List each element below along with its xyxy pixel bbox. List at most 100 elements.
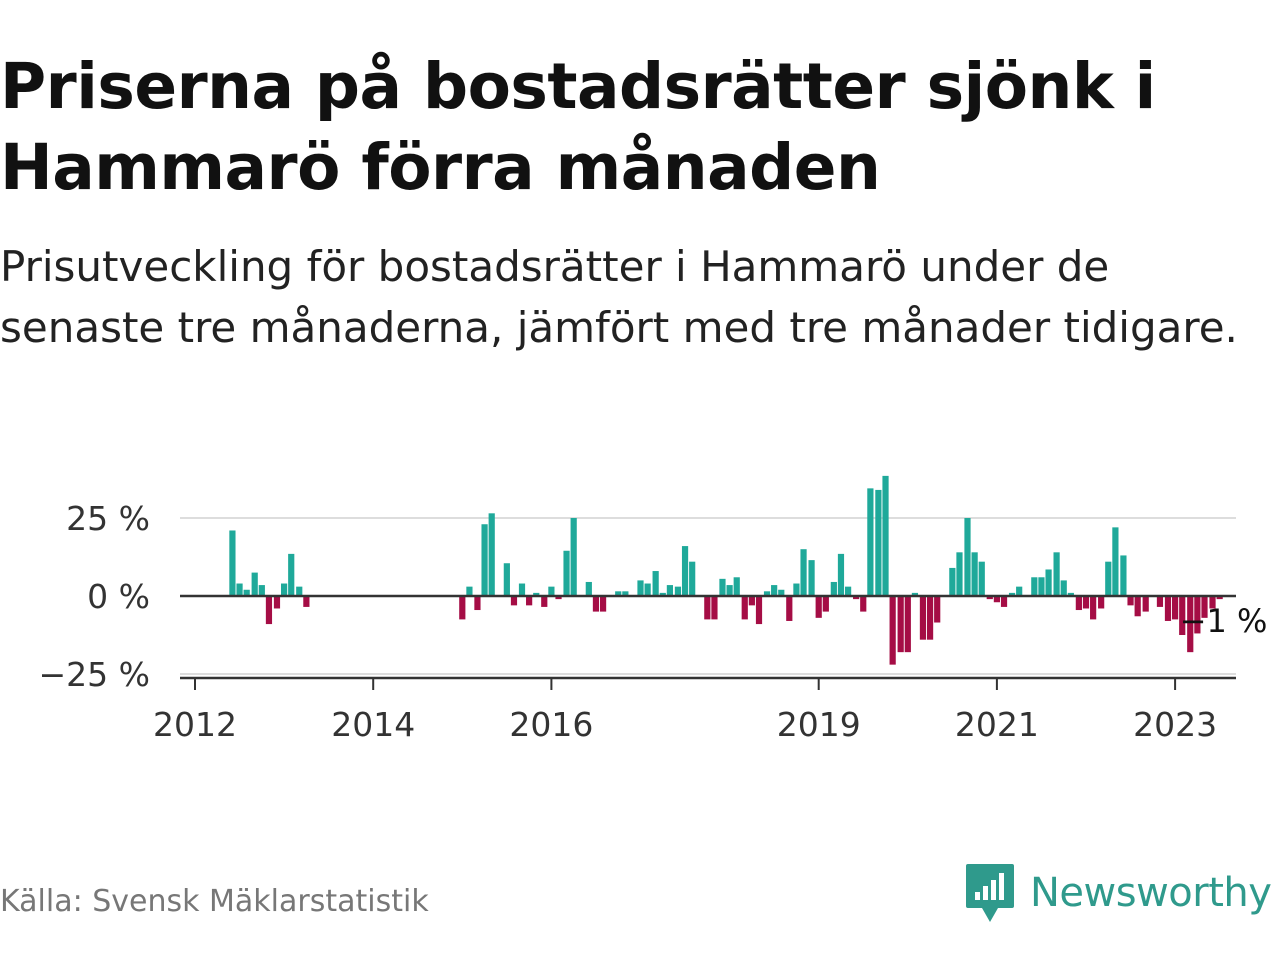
bar (1067, 592, 1074, 596)
bar (637, 580, 644, 596)
bar (704, 596, 711, 620)
bar (518, 583, 526, 596)
bar (229, 530, 236, 596)
bar (555, 596, 562, 600)
bar (296, 586, 303, 596)
bar (733, 577, 740, 596)
bar (288, 553, 295, 596)
y-tick-label: 25 % (66, 499, 150, 538)
bar (904, 596, 911, 653)
x-tick-label: 2021 (955, 705, 1039, 744)
chart-title: Priserna på bostadsrätter sjönk i Hammar… (0, 50, 1156, 204)
bar (763, 591, 771, 596)
bar (533, 592, 540, 596)
bar (652, 571, 659, 596)
bar (674, 586, 682, 596)
bar (741, 596, 748, 620)
bar (659, 592, 666, 596)
bar-chart: 25 % 0 % −25 %2012 2014 2016 2019 2021 2023 −1 % (39, 475, 1268, 744)
x-tick-label: 2014 (331, 705, 415, 744)
bar (1053, 552, 1060, 596)
bar (800, 549, 807, 596)
bar (808, 560, 815, 596)
bar (778, 589, 785, 596)
bar (541, 596, 548, 607)
bar (1209, 596, 1216, 609)
bar (956, 552, 963, 596)
bar (993, 596, 1000, 603)
bar (563, 550, 570, 596)
bar (1216, 596, 1223, 600)
bar (726, 585, 733, 596)
bar (845, 586, 852, 596)
bar (265, 596, 273, 625)
bar (258, 585, 265, 596)
bar (748, 596, 755, 606)
bar (622, 591, 629, 596)
end-value-label: −1 % (1180, 602, 1268, 640)
bar (592, 596, 600, 612)
bar (853, 596, 860, 600)
bar (986, 596, 993, 600)
bar (1156, 596, 1164, 607)
bar (755, 596, 763, 625)
x-tick-label: 2023 (1133, 705, 1217, 744)
bar (719, 578, 726, 596)
bar (548, 586, 555, 596)
bar (860, 596, 867, 612)
bar (964, 518, 971, 596)
bar (1120, 555, 1127, 596)
bar (837, 553, 845, 596)
bar (1060, 580, 1067, 596)
bar (971, 552, 978, 596)
bar (1112, 527, 1119, 596)
bar (681, 546, 689, 596)
bar (481, 524, 488, 596)
bar (303, 596, 310, 607)
bar (882, 475, 889, 596)
bar (570, 518, 577, 596)
bar (273, 596, 281, 609)
x-tick-label: 2016 (509, 705, 593, 744)
bar (911, 592, 919, 596)
bar (474, 596, 481, 611)
bar (1172, 596, 1179, 620)
bar (867, 488, 874, 596)
bar (1187, 596, 1194, 653)
x-tick-label: 2019 (777, 705, 861, 744)
source-credit: Källa: Svensk Mäklarstatistik (0, 884, 429, 919)
bar (793, 583, 800, 596)
newsworthy-logo-icon (966, 864, 1014, 922)
bar (1082, 596, 1090, 609)
bar (251, 572, 258, 596)
bar (934, 596, 941, 623)
bar (1031, 577, 1038, 596)
x-tick-label: 2012 (153, 705, 237, 744)
bar (926, 596, 934, 640)
bar (281, 583, 288, 596)
bar (786, 596, 793, 621)
bar (1090, 596, 1097, 620)
bar (689, 561, 696, 596)
bar (1164, 596, 1172, 621)
brand-name: Newsworthy (1030, 870, 1272, 916)
bar (1008, 592, 1016, 596)
bar (1201, 596, 1208, 618)
y-tick-label: 0 % (87, 577, 150, 616)
bar (1142, 596, 1149, 612)
bar (1134, 596, 1141, 617)
bar (1179, 596, 1186, 635)
bar (889, 596, 896, 665)
y-tick-label: −25 % (39, 655, 151, 694)
bar (459, 596, 466, 620)
bar (875, 489, 882, 596)
bar (949, 567, 956, 596)
bar (1045, 569, 1052, 596)
bar (1194, 596, 1201, 634)
bar (615, 591, 622, 596)
bar (978, 561, 985, 596)
bar (526, 596, 533, 606)
brand-logo[interactable]: Newsworthy (964, 862, 1272, 924)
bar (711, 596, 718, 620)
bar (243, 589, 250, 596)
